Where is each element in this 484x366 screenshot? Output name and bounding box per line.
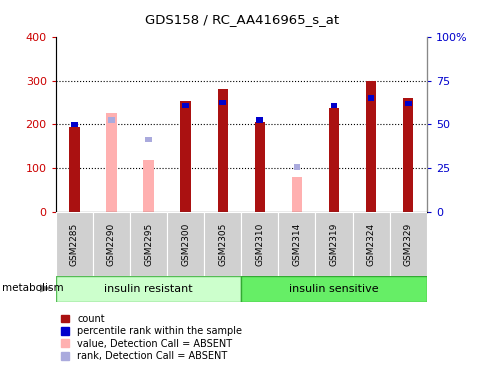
Text: GSM2285: GSM2285: [70, 223, 79, 266]
Text: GSM2295: GSM2295: [144, 223, 153, 266]
Bar: [145, 137, 151, 142]
Bar: [143, 160, 153, 212]
Bar: [254, 122, 264, 212]
Bar: [315, 212, 352, 276]
Bar: [69, 127, 79, 212]
Text: GSM2329: GSM2329: [403, 223, 412, 266]
Bar: [180, 101, 190, 212]
Bar: [56, 276, 241, 302]
Bar: [71, 122, 77, 127]
Bar: [217, 89, 227, 212]
Text: metabolism: metabolism: [2, 283, 64, 294]
Bar: [330, 103, 337, 108]
Bar: [182, 103, 189, 108]
Bar: [166, 212, 204, 276]
Text: GSM2310: GSM2310: [255, 223, 264, 266]
Text: GDS158 / RC_AA416965_s_at: GDS158 / RC_AA416965_s_at: [145, 13, 339, 26]
Bar: [241, 276, 426, 302]
Bar: [106, 113, 116, 212]
Polygon shape: [40, 284, 52, 292]
Bar: [291, 177, 302, 212]
Bar: [328, 108, 338, 212]
Bar: [241, 212, 278, 276]
Bar: [402, 98, 412, 212]
Bar: [219, 100, 226, 105]
Bar: [108, 117, 115, 123]
Text: GSM2314: GSM2314: [292, 223, 301, 266]
Text: insulin resistant: insulin resistant: [104, 284, 193, 294]
Bar: [278, 212, 315, 276]
Bar: [204, 212, 241, 276]
Text: GSM2300: GSM2300: [181, 223, 190, 266]
Bar: [367, 96, 374, 101]
Bar: [404, 101, 411, 106]
Bar: [352, 212, 389, 276]
Text: GSM2290: GSM2290: [106, 223, 116, 266]
Text: GSM2324: GSM2324: [366, 223, 375, 266]
Bar: [389, 212, 426, 276]
Text: GSM2305: GSM2305: [218, 223, 227, 266]
Legend: count, percentile rank within the sample, value, Detection Call = ABSENT, rank, : count, percentile rank within the sample…: [60, 314, 242, 361]
Bar: [293, 164, 300, 170]
Bar: [365, 81, 376, 212]
Bar: [130, 212, 166, 276]
Bar: [56, 212, 93, 276]
Text: insulin sensitive: insulin sensitive: [288, 284, 378, 294]
Bar: [93, 212, 130, 276]
Text: GSM2319: GSM2319: [329, 223, 338, 266]
Bar: [256, 117, 263, 123]
